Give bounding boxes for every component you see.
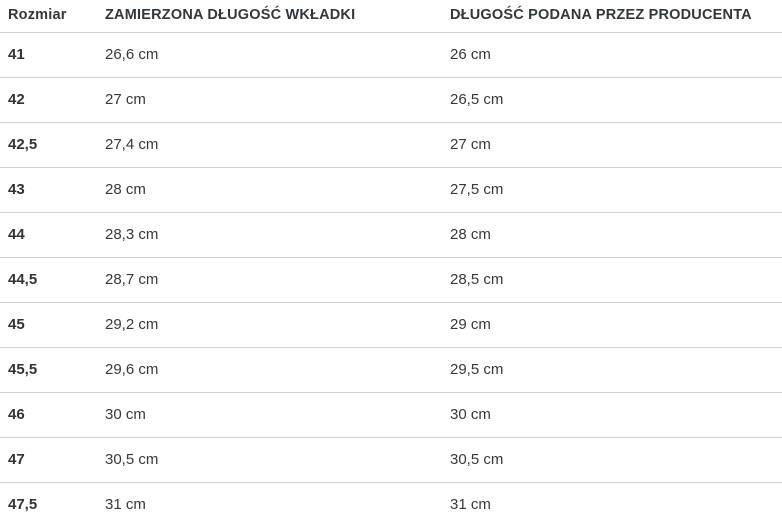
manufacturer-length-cell: 31 cm: [442, 482, 782, 521]
column-header-insole-length: ZAMIERZONA DŁUGOŚĆ WKŁADKI: [97, 0, 442, 33]
insole-length-cell: 26,6 cm: [97, 32, 442, 78]
size-cell: 44,5: [0, 257, 97, 303]
insole-length-cell: 29,6 cm: [97, 347, 442, 393]
manufacturer-length-cell: 27,5 cm: [442, 167, 782, 213]
insole-length-cell: 28,3 cm: [97, 212, 442, 258]
table-row: 41 26,6 cm 26 cm: [0, 32, 782, 78]
manufacturer-length-cell: 30 cm: [442, 392, 782, 438]
table-row: 45 29,2 cm 29 cm: [0, 302, 782, 348]
table-row: 42 27 cm 26,5 cm: [0, 77, 782, 123]
manufacturer-length-cell: 30,5 cm: [442, 437, 782, 483]
column-header-size: Rozmiar: [0, 0, 97, 33]
insole-length-cell: 30,5 cm: [97, 437, 442, 483]
table-row: 42,5 27,4 cm 27 cm: [0, 122, 782, 168]
table-row: 45,5 29,6 cm 29,5 cm: [0, 347, 782, 393]
table-row: 47,5 31 cm 31 cm: [0, 482, 782, 521]
insole-length-cell: 29,2 cm: [97, 302, 442, 348]
manufacturer-length-cell: 29 cm: [442, 302, 782, 348]
size-cell: 46: [0, 392, 97, 438]
insole-length-cell: 27 cm: [97, 77, 442, 123]
insole-length-cell: 27,4 cm: [97, 122, 442, 168]
table-row: 46 30 cm 30 cm: [0, 392, 782, 438]
column-header-manufacturer-length: DŁUGOŚĆ PODANA PRZEZ PRODUCENTA: [442, 0, 782, 33]
table-row: 44 28,3 cm 28 cm: [0, 212, 782, 258]
size-cell: 45: [0, 302, 97, 348]
insole-length-cell: 30 cm: [97, 392, 442, 438]
table-row: 44,5 28,7 cm 28,5 cm: [0, 257, 782, 303]
header-row: Rozmiar ZAMIERZONA DŁUGOŚĆ WKŁADKI DŁUGO…: [0, 0, 782, 33]
size-cell: 41: [0, 32, 97, 78]
size-table-body: 41 26,6 cm 26 cm 42 27 cm 26,5 cm 42,5 27,4 cm 2…: [0, 32, 782, 521]
insole-length-cell: 31 cm: [97, 482, 442, 521]
size-cell: 47: [0, 437, 97, 483]
manufacturer-length-cell: 26 cm: [442, 32, 782, 78]
manufacturer-length-cell: 29,5 cm: [442, 347, 782, 393]
table-row: 43 28 cm 27,5 cm: [0, 167, 782, 213]
manufacturer-length-cell: 28 cm: [442, 212, 782, 258]
size-cell: 42: [0, 77, 97, 123]
size-cell: 45,5: [0, 347, 97, 393]
manufacturer-length-cell: 28,5 cm: [442, 257, 782, 303]
insole-length-cell: 28,7 cm: [97, 257, 442, 303]
table-row: 47 30,5 cm 30,5 cm: [0, 437, 782, 483]
size-cell: 44: [0, 212, 97, 258]
size-cell: 43: [0, 167, 97, 213]
manufacturer-length-cell: 27 cm: [442, 122, 782, 168]
insole-length-cell: 28 cm: [97, 167, 442, 213]
size-cell: 42,5: [0, 122, 97, 168]
manufacturer-length-cell: 26,5 cm: [442, 77, 782, 123]
size-cell: 47,5: [0, 482, 97, 521]
